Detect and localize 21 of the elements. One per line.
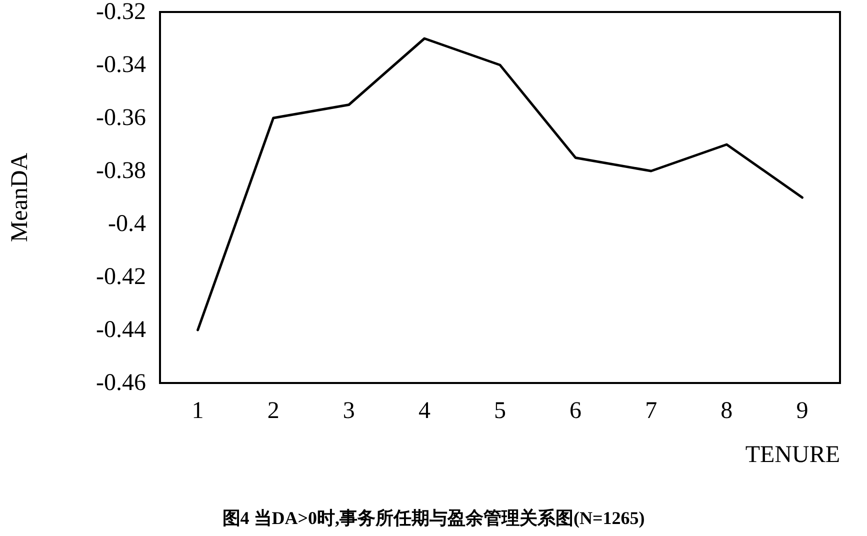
x-tick-label: 4 — [418, 398, 430, 424]
y-tick-label: -0.38 — [96, 158, 146, 184]
y-axis-title: MeanDA — [7, 152, 33, 242]
y-tick-label: -0.42 — [96, 264, 146, 290]
line-series — [196, 37, 804, 332]
text: 图4 当DA>0时,事务所任期与盈余管理关系图(N=1265) — [222, 508, 645, 528]
y-tick-label: -0.44 — [96, 317, 146, 343]
x-tick-label: 7 — [645, 398, 658, 424]
y-tick-label: -0.46 — [96, 370, 146, 396]
x-tick-label: 6 — [570, 398, 582, 424]
x-tick-label: 5 — [494, 398, 506, 424]
x-tick-label: 9 — [796, 398, 808, 424]
y-tick-label: -0.34 — [96, 52, 146, 78]
y-tick-label: -0.32 — [96, 0, 146, 25]
x-tick-label: 3 — [342, 398, 355, 424]
y-tick-label: -0.4 — [108, 211, 146, 237]
x-tick-label: 1 — [192, 398, 204, 424]
x-axis-title: TENURE — [745, 442, 840, 468]
x-tick-label: 2 — [267, 398, 280, 424]
x-tick-label: 8 — [720, 398, 733, 424]
y-tick-label: -0.36 — [96, 105, 146, 131]
